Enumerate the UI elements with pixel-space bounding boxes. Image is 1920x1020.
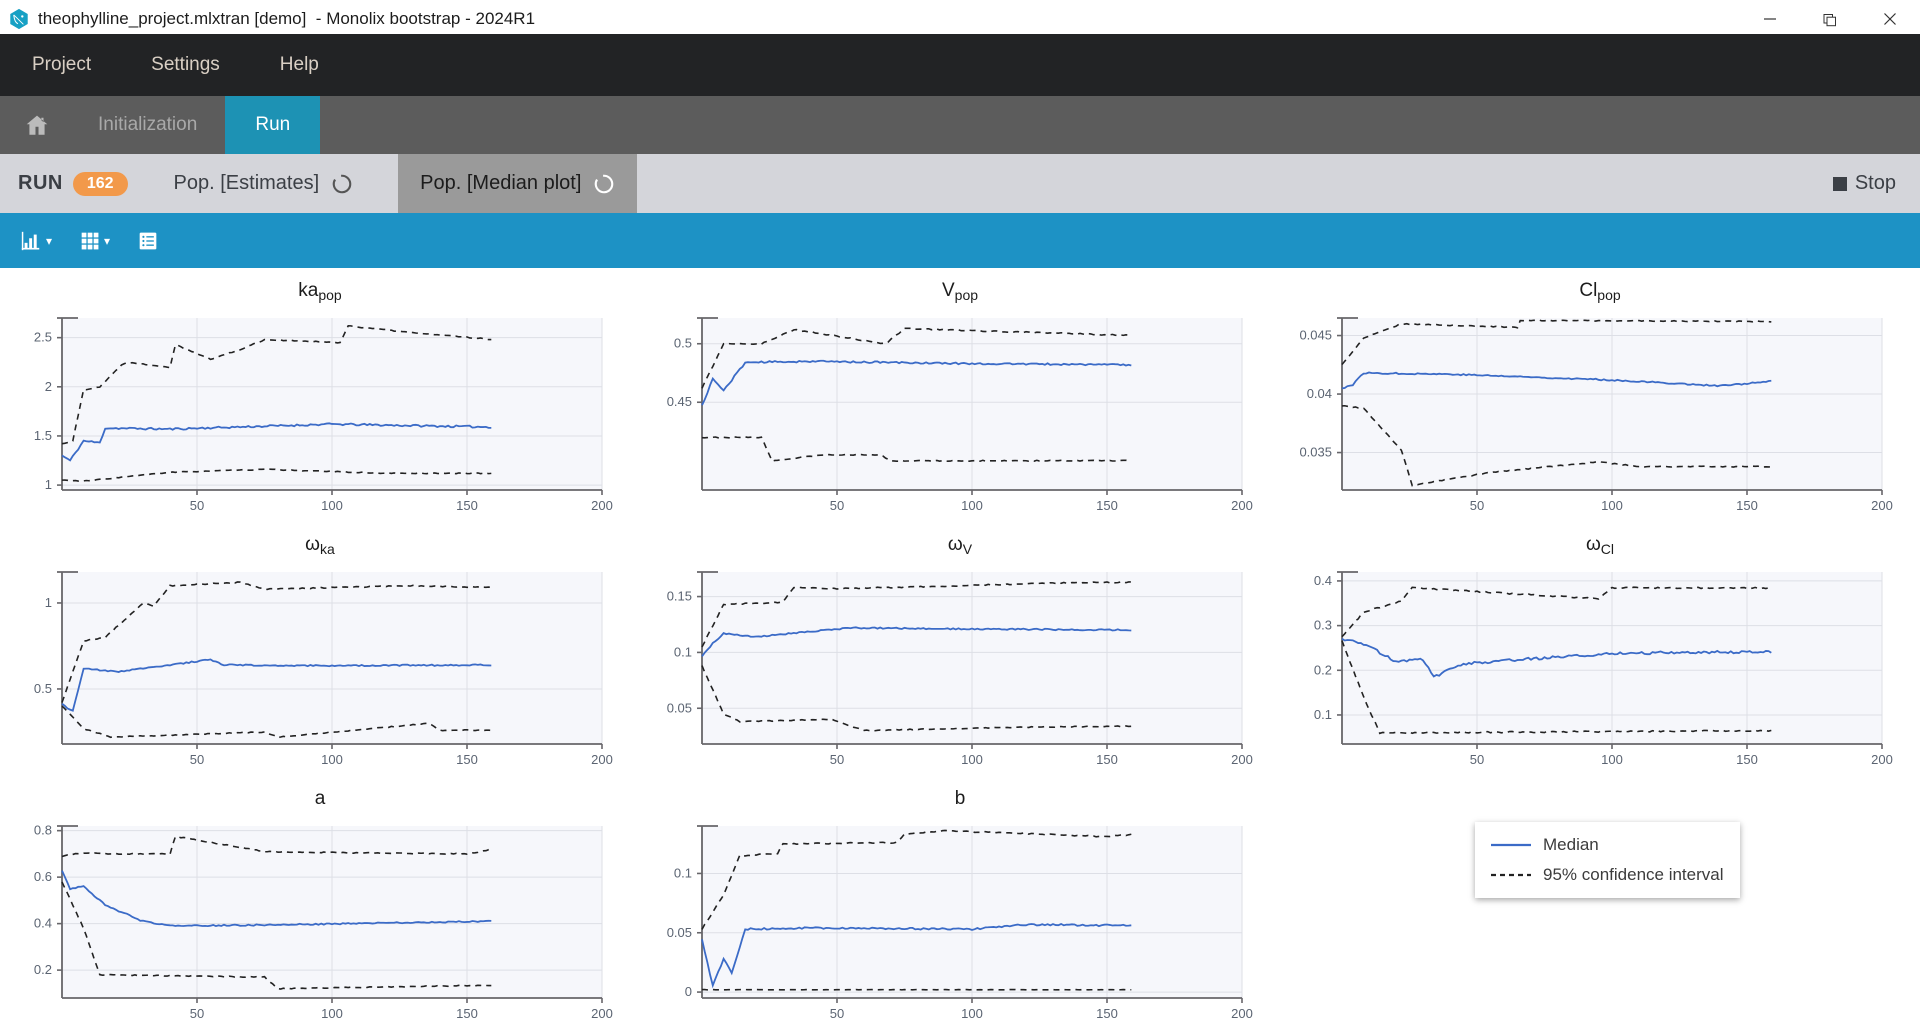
- svg-text:150: 150: [1736, 498, 1758, 513]
- svg-text:150: 150: [1096, 1006, 1118, 1020]
- svg-text:0.15: 0.15: [667, 589, 692, 604]
- svg-text:200: 200: [591, 1006, 613, 1020]
- svg-text:50: 50: [190, 752, 204, 767]
- svg-text:150: 150: [1736, 752, 1758, 767]
- svg-text:200: 200: [1231, 498, 1253, 513]
- svg-text:200: 200: [1871, 498, 1893, 513]
- svg-text:150: 150: [456, 1006, 478, 1020]
- svg-text:100: 100: [321, 1006, 343, 1020]
- svg-text:100: 100: [321, 498, 343, 513]
- svg-text:0.2: 0.2: [1314, 662, 1332, 677]
- svg-text:0.1: 0.1: [1314, 707, 1332, 722]
- svg-text:0.1: 0.1: [674, 865, 692, 880]
- svg-text:200: 200: [591, 752, 613, 767]
- svg-text:100: 100: [961, 1006, 983, 1020]
- svg-text:50: 50: [1470, 752, 1484, 767]
- svg-text:2.5: 2.5: [34, 330, 52, 345]
- svg-text:0.8: 0.8: [34, 823, 52, 838]
- svg-text:50: 50: [1470, 498, 1484, 513]
- svg-text:0.05: 0.05: [667, 925, 692, 940]
- svg-text:2: 2: [45, 379, 52, 394]
- svg-text:100: 100: [1601, 498, 1623, 513]
- svg-text:150: 150: [1096, 752, 1118, 767]
- svg-text:0.2: 0.2: [34, 962, 52, 977]
- svg-text:100: 100: [961, 498, 983, 513]
- svg-text:0.5: 0.5: [34, 681, 52, 696]
- svg-text:1: 1: [45, 595, 52, 610]
- svg-text:150: 150: [456, 498, 478, 513]
- svg-text:0.3: 0.3: [1314, 618, 1332, 633]
- svg-text:200: 200: [1231, 1006, 1253, 1020]
- svg-text:50: 50: [830, 1006, 844, 1020]
- svg-text:0.45: 0.45: [667, 394, 692, 409]
- svg-text:0.04: 0.04: [1307, 386, 1332, 401]
- svg-text:1: 1: [45, 477, 52, 492]
- svg-text:50: 50: [190, 1006, 204, 1020]
- svg-text:0.4: 0.4: [34, 916, 52, 931]
- svg-text:200: 200: [1231, 752, 1253, 767]
- svg-text:150: 150: [456, 752, 478, 767]
- svg-text:0.045: 0.045: [1299, 328, 1332, 343]
- svg-text:0.035: 0.035: [1299, 445, 1332, 460]
- svg-text:200: 200: [591, 498, 613, 513]
- svg-text:200: 200: [1871, 752, 1893, 767]
- svg-text:0.5: 0.5: [674, 336, 692, 351]
- svg-text:50: 50: [830, 752, 844, 767]
- svg-text:50: 50: [190, 498, 204, 513]
- svg-text:0.1: 0.1: [674, 644, 692, 659]
- svg-text:100: 100: [1601, 752, 1623, 767]
- svg-text:100: 100: [321, 752, 343, 767]
- svg-text:150: 150: [1096, 498, 1118, 513]
- svg-text:1.5: 1.5: [34, 428, 52, 443]
- svg-text:0.6: 0.6: [34, 869, 52, 884]
- svg-text:0: 0: [685, 984, 692, 999]
- svg-text:0.4: 0.4: [1314, 573, 1332, 588]
- svg-text:100: 100: [961, 752, 983, 767]
- svg-text:50: 50: [830, 498, 844, 513]
- svg-text:0.05: 0.05: [667, 700, 692, 715]
